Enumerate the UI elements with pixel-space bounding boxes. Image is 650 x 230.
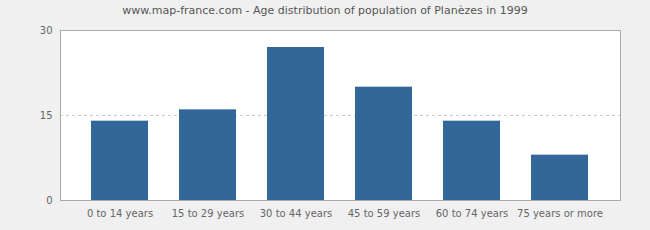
svg-text:30 to 44 years: 30 to 44 years [260,208,333,219]
svg-text:45 to 59 years: 45 to 59 years [348,208,421,219]
svg-text:15: 15 [40,110,53,121]
svg-text:0 to 14 years: 0 to 14 years [87,208,153,219]
svg-text:75 years or more: 75 years or more [517,208,603,219]
html-text:www.map-france.com - Age distr: www.map-france.com - Age distribution of… [122,4,528,17]
svg-text:15 to 29 years: 15 to 29 years [172,208,245,219]
svg-text:60 to 74 years: 60 to 74 years [436,208,509,219]
svg-text:0: 0 [46,195,52,206]
svg-text:30: 30 [40,25,53,36]
